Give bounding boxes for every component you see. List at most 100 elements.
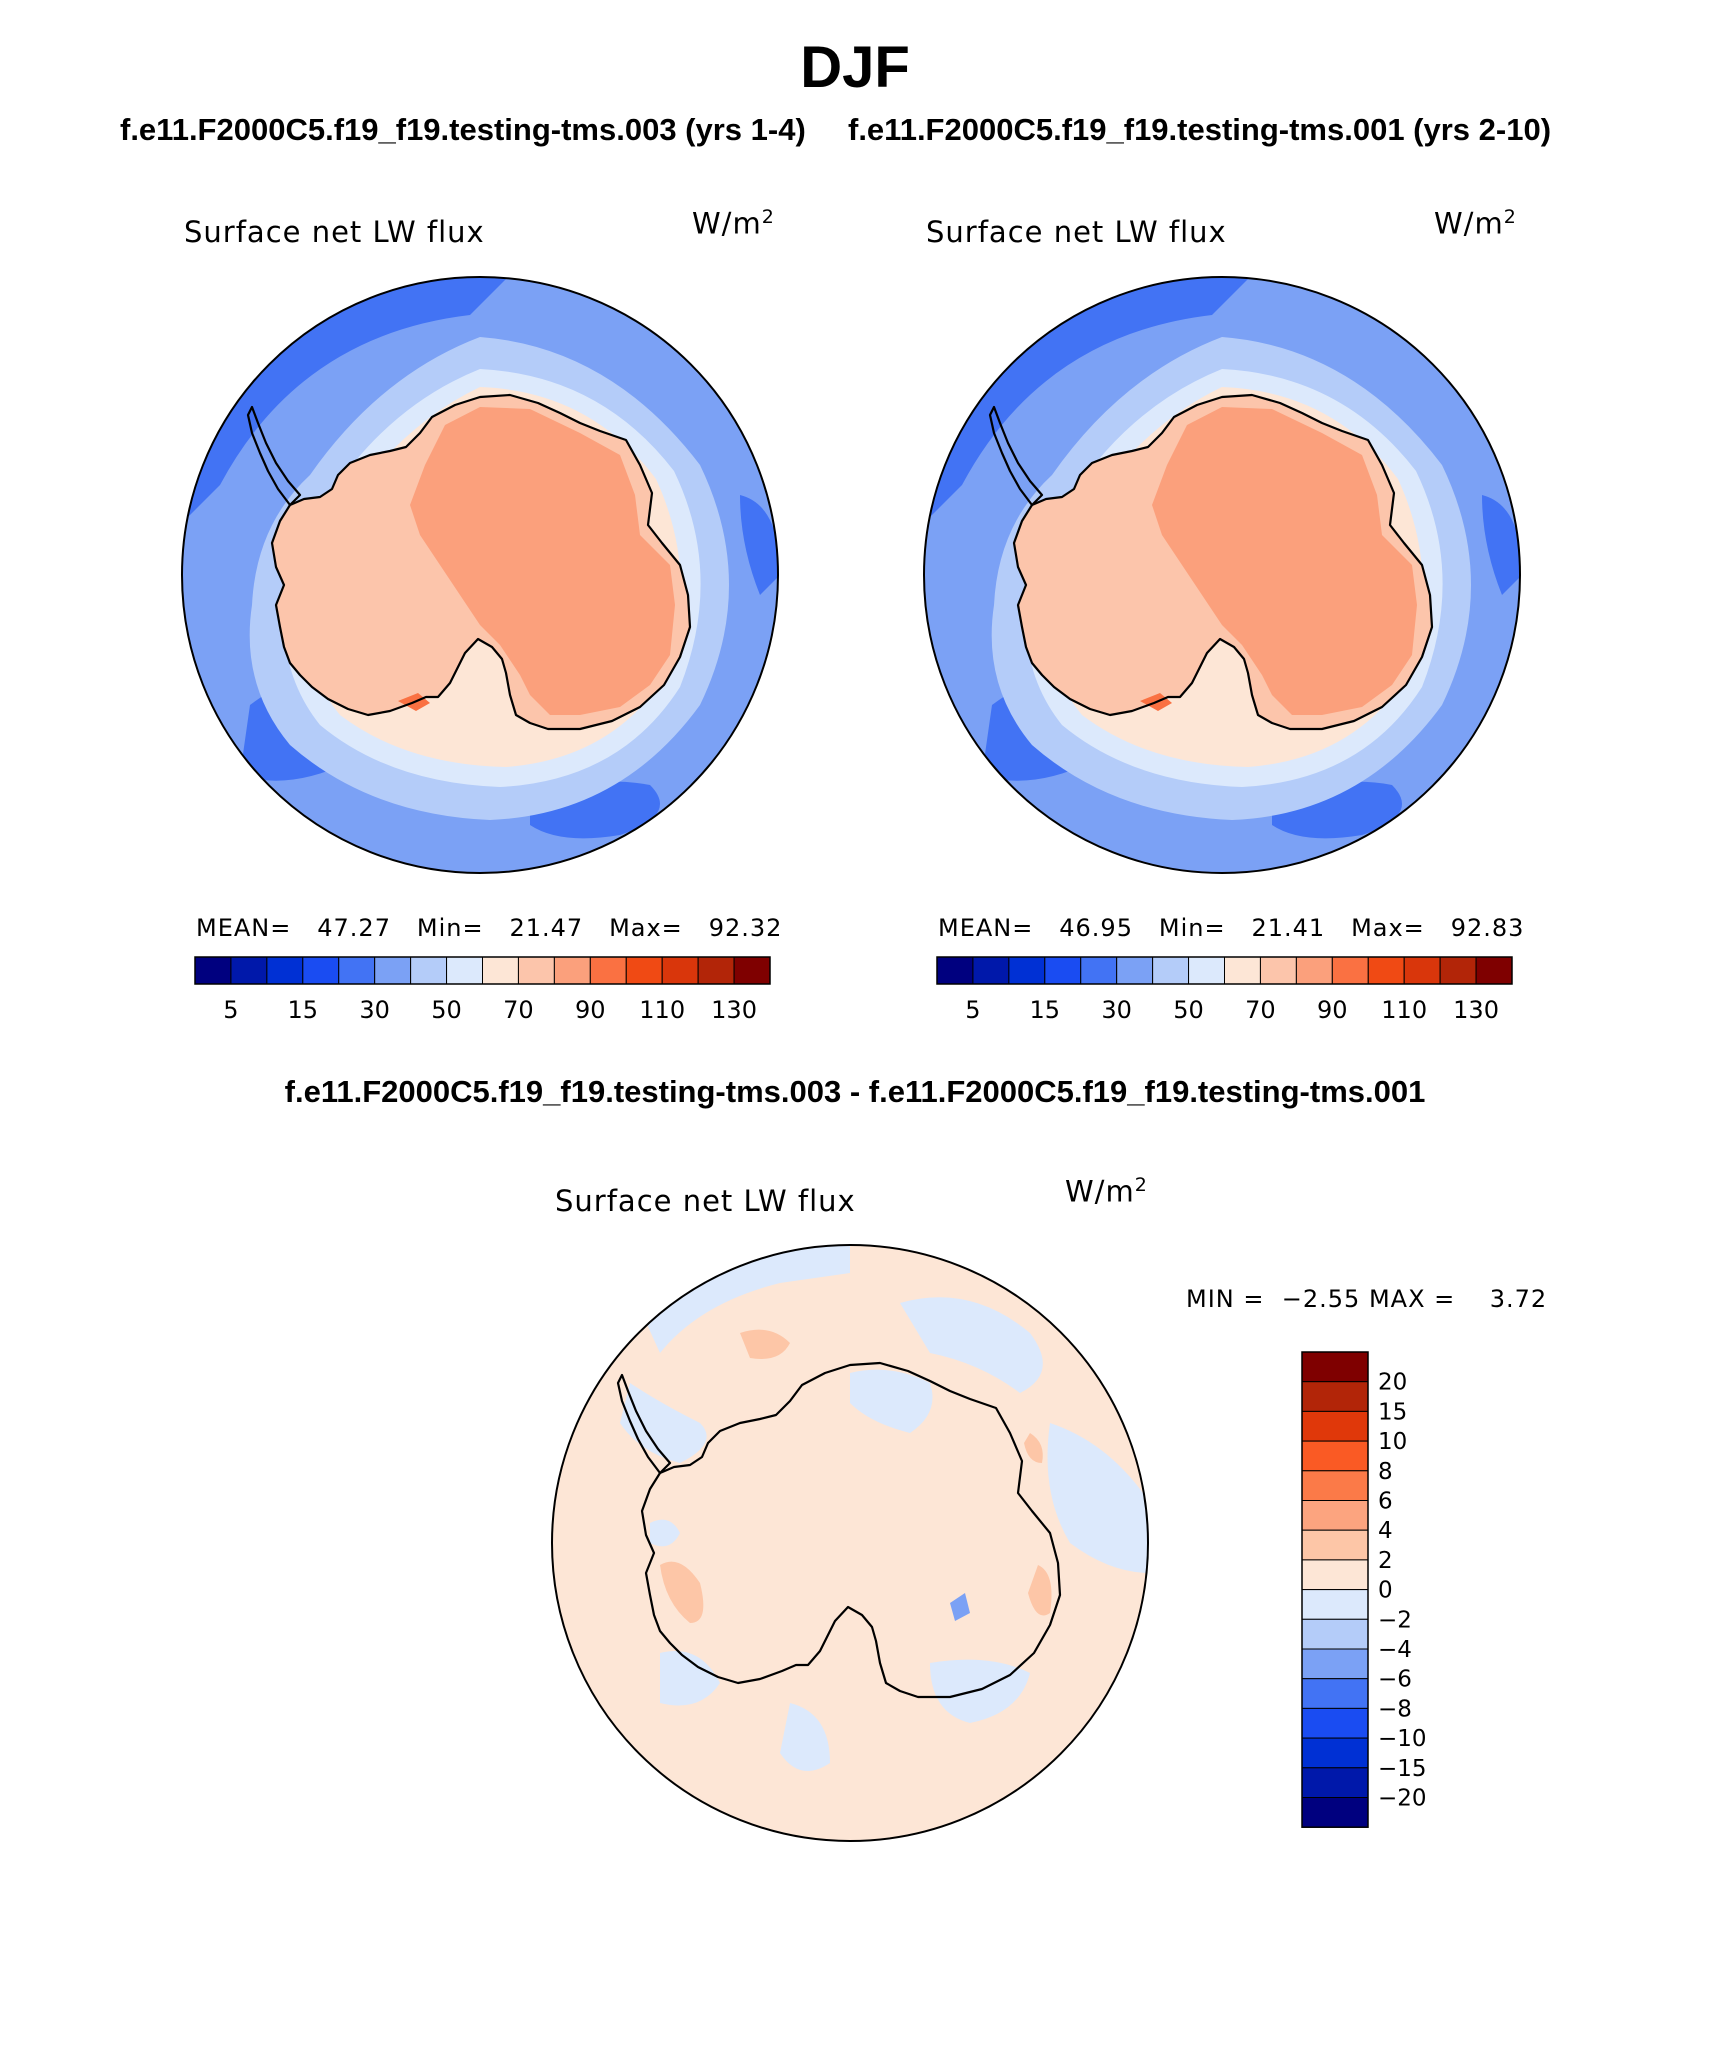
colorbar-box xyxy=(972,956,1010,985)
max-label: MAX = xyxy=(1368,1285,1456,1313)
colorbar-box xyxy=(1301,1589,1369,1620)
positive-diff-region xyxy=(1028,1565,1052,1616)
colorbar-tick-label: 20 xyxy=(1378,1370,1407,1396)
case-b-title: f.e11.F2000C5.f19_f19.testing-tms.001 (y… xyxy=(848,112,1552,147)
colorbar-tick-label: 4 xyxy=(1378,1518,1393,1544)
map-field xyxy=(924,277,1520,873)
mean-value: 47.27 xyxy=(317,914,391,942)
colorbar-box xyxy=(1044,956,1082,985)
peninsula-coastline xyxy=(988,405,1044,507)
map-field xyxy=(182,277,778,873)
map-boundary xyxy=(181,276,779,874)
colorbar-tick-label: 90 xyxy=(1317,996,1348,1024)
colorbar-box xyxy=(1152,956,1190,985)
colorbar-box xyxy=(194,956,232,985)
min-label: MIN = xyxy=(1186,1285,1265,1313)
colorbar-tick-label: 110 xyxy=(639,996,685,1024)
colorbar-tick-label: 2 xyxy=(1378,1548,1393,1574)
map-boundary xyxy=(923,276,1521,874)
negative-diff-region xyxy=(900,1297,1043,1393)
negative-diff-region xyxy=(660,1651,720,1706)
colorbar-box xyxy=(1301,1618,1369,1650)
max-label: Max= xyxy=(1351,914,1425,942)
colorbar-tick-label: −8 xyxy=(1378,1696,1412,1722)
colorbar-box xyxy=(733,956,771,985)
colorbar-box xyxy=(1301,1797,1369,1828)
panel-diff-title: Surface net LW flux xyxy=(555,1184,856,1218)
colorbar-tick-label: 15 xyxy=(288,996,319,1024)
colorbar-box xyxy=(1439,956,1477,985)
colorbar-tick-label: −10 xyxy=(1378,1726,1427,1752)
colorbar-box xyxy=(936,956,974,985)
negative-diff-region xyxy=(780,1703,830,1771)
max-value: 3.72 xyxy=(1489,1285,1548,1313)
colorbar-tick-label: −2 xyxy=(1378,1607,1412,1633)
colorbar-tick-label: 15 xyxy=(1030,996,1061,1024)
colorbar-box xyxy=(1301,1351,1369,1383)
map-field xyxy=(552,1245,1148,1841)
colorbar-box xyxy=(661,956,699,985)
colorbar-tick-label: −6 xyxy=(1378,1667,1412,1693)
negative-diff-region xyxy=(1047,1423,1148,1573)
colorbar-box xyxy=(1301,1529,1369,1561)
colorbar-tick-label: 70 xyxy=(1245,996,1276,1024)
panel-diff-stats: MIN = −2.55 MAX = 3.72 xyxy=(1186,1285,1547,1313)
colorbar-frame xyxy=(1301,1351,1369,1828)
colorbar-box xyxy=(1295,956,1333,985)
colorbar-box xyxy=(1367,956,1405,985)
colorbar-box xyxy=(1301,1410,1369,1442)
colorbar-box xyxy=(625,956,663,985)
colorbar-box xyxy=(553,956,591,985)
colorbar-box xyxy=(1301,1559,1369,1591)
colorbar-tick-label: 30 xyxy=(1101,996,1132,1024)
panel-a-units: W/m2 xyxy=(692,206,775,241)
colorbar-box xyxy=(230,956,268,985)
colorbar-box xyxy=(1080,956,1118,985)
colorbar-tick-label: 10 xyxy=(1378,1429,1407,1455)
interior-field xyxy=(410,407,675,715)
low-flux-region xyxy=(1482,495,1520,595)
mean-label: MEAN= xyxy=(196,914,292,942)
colorbar-box xyxy=(410,956,448,985)
panel-b-units: W/m2 xyxy=(1434,206,1517,241)
colorbar-box xyxy=(1116,956,1154,985)
diff-background xyxy=(552,1245,1148,1841)
min-label: Min= xyxy=(1158,914,1226,942)
positive-diff-region xyxy=(660,1561,704,1623)
colorbar-box xyxy=(482,956,519,985)
colorbar-box xyxy=(1301,1381,1369,1412)
positive-diff-region xyxy=(740,1329,790,1359)
colorbar-tick-label: 15 xyxy=(1378,1399,1407,1425)
colorbar-box xyxy=(1403,956,1441,985)
mean-value: 46.95 xyxy=(1059,914,1133,942)
panel-b-stats: MEAN= 46.95 Min= 21.41 Max= 92.83 xyxy=(938,914,1524,942)
panel-a-stats: MEAN= 47.27 Min= 21.47 Max= 92.32 xyxy=(196,914,782,942)
colorbar-box xyxy=(1301,1500,1369,1531)
min-value: 21.47 xyxy=(509,914,584,942)
colorbar-box xyxy=(302,956,340,985)
panel-b-title: Surface net LW flux xyxy=(926,215,1227,249)
diff-title: f.e11.F2000C5.f19_f19.testing-tms.003 - … xyxy=(284,1074,1426,1109)
map-boundary xyxy=(551,1244,1149,1842)
mean-label: MEAN= xyxy=(938,914,1034,942)
colorbar-tick-label: −15 xyxy=(1378,1756,1427,1782)
interior-field xyxy=(1152,407,1417,715)
negative-diff-region xyxy=(620,1383,707,1463)
figure-title: DJF xyxy=(800,35,910,100)
colorbar-box xyxy=(1224,956,1261,985)
negative-diff-spot xyxy=(950,1593,970,1621)
colorbar-box xyxy=(338,956,376,985)
colorbar-tick-label: 50 xyxy=(1173,996,1204,1024)
low-flux-region xyxy=(740,495,778,595)
colorbar-box xyxy=(1301,1440,1369,1472)
colorbar-tick-label: 8 xyxy=(1378,1459,1393,1485)
colorbar-box xyxy=(1301,1737,1369,1769)
colorbar-box xyxy=(1188,956,1225,985)
colorbar-tick-label: 130 xyxy=(711,996,757,1024)
colorbar-box xyxy=(1475,956,1513,985)
negative-diff-region xyxy=(650,1519,680,1547)
panel-a-map xyxy=(181,276,779,874)
colorbar-tick-label: 5 xyxy=(223,996,238,1024)
max-value: 92.32 xyxy=(708,914,783,942)
